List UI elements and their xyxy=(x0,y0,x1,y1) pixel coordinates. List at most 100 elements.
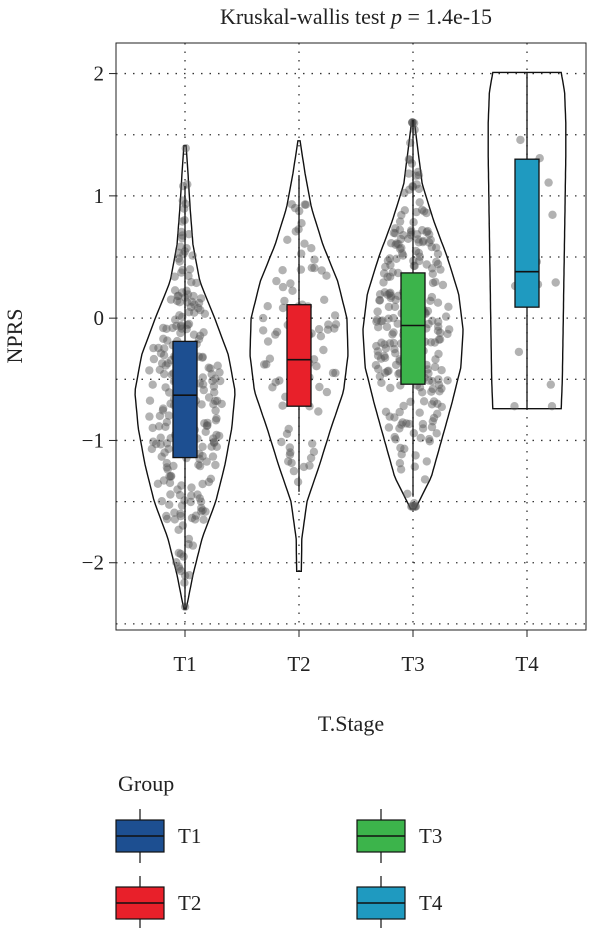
legend: Group T1 T2 T3 T4 xyxy=(115,771,443,928)
data-point xyxy=(330,311,340,320)
data-point xyxy=(424,369,433,378)
data-point xyxy=(312,362,321,371)
violin-T3 xyxy=(362,119,464,510)
data-point xyxy=(384,366,393,375)
data-point xyxy=(410,462,419,471)
data-point xyxy=(392,239,401,248)
data-point xyxy=(174,254,183,263)
data-point xyxy=(173,291,182,301)
data-point xyxy=(160,369,169,379)
data-point xyxy=(197,507,206,516)
data-point xyxy=(171,315,180,324)
data-point xyxy=(162,458,171,468)
data-point xyxy=(411,171,421,180)
data-point xyxy=(409,261,419,270)
data-point xyxy=(287,458,296,468)
data-point xyxy=(372,315,382,324)
title-suffix: = 1.4e-15 xyxy=(402,4,492,29)
data-point xyxy=(427,387,436,396)
data-point xyxy=(175,298,184,307)
data-point xyxy=(428,377,437,386)
data-point xyxy=(194,460,203,469)
data-point xyxy=(427,400,437,409)
data-point xyxy=(416,433,425,443)
data-point xyxy=(322,387,332,397)
data-point xyxy=(384,302,394,312)
data-point xyxy=(197,503,206,513)
data-point xyxy=(324,320,333,329)
violin-T4 xyxy=(487,71,567,410)
data-point xyxy=(184,534,194,544)
data-point xyxy=(163,359,172,368)
data-point xyxy=(202,421,212,431)
data-point xyxy=(170,515,179,524)
data-point xyxy=(428,278,438,288)
data-point xyxy=(428,269,437,278)
data-point xyxy=(373,347,382,356)
data-point xyxy=(188,251,197,260)
data-point xyxy=(387,291,396,301)
data-point xyxy=(428,384,437,394)
data-point xyxy=(186,302,196,312)
data-point xyxy=(300,200,309,209)
data-point xyxy=(170,508,179,517)
data-point xyxy=(393,319,402,328)
data-point xyxy=(175,490,185,500)
data-point xyxy=(160,448,169,457)
data-point xyxy=(404,234,413,243)
data-point xyxy=(386,260,395,270)
data-point xyxy=(419,236,428,246)
data-point xyxy=(391,224,400,233)
data-point xyxy=(159,476,169,485)
data-point xyxy=(309,447,319,456)
data-point xyxy=(402,419,411,428)
data-point xyxy=(161,422,170,431)
data-point xyxy=(286,448,295,457)
data-point xyxy=(216,376,225,386)
data-point xyxy=(395,407,404,417)
data-point xyxy=(382,322,392,332)
data-point xyxy=(196,294,206,303)
data-point xyxy=(418,419,428,429)
data-point xyxy=(414,248,423,258)
data-point xyxy=(211,460,220,470)
data-point xyxy=(271,330,280,339)
legend-label: T3 xyxy=(419,824,442,848)
data-point xyxy=(193,490,202,499)
data-point xyxy=(428,316,437,325)
box-T2 xyxy=(286,304,312,407)
data-point xyxy=(291,227,300,236)
y-tick-label: 1 xyxy=(94,184,105,208)
title-prefix: Kruskal-wallis test xyxy=(220,4,391,29)
data-point xyxy=(391,240,400,249)
data-point xyxy=(395,424,404,433)
data-point xyxy=(159,334,168,343)
data-point xyxy=(399,231,408,240)
data-point xyxy=(190,300,199,309)
data-point xyxy=(398,249,407,258)
data-point xyxy=(434,317,443,327)
data-point xyxy=(167,471,176,481)
data-point xyxy=(152,439,161,449)
data-point xyxy=(278,266,287,275)
data-point xyxy=(407,118,417,127)
data-point xyxy=(378,316,387,325)
data-point xyxy=(161,361,170,370)
x-axis: T1 T2 T3 T4 xyxy=(173,630,539,676)
data-point xyxy=(278,401,287,410)
data-point xyxy=(213,361,222,370)
data-point xyxy=(403,489,412,498)
data-point xyxy=(154,343,163,353)
data-point xyxy=(291,203,300,213)
data-point xyxy=(293,477,303,487)
x-axis-label: T.Stage xyxy=(318,711,384,736)
data-point xyxy=(174,562,183,571)
data-point xyxy=(207,370,216,379)
data-point xyxy=(162,511,171,521)
data-point xyxy=(176,509,185,518)
data-point xyxy=(158,406,168,415)
data-point xyxy=(199,385,208,395)
data-point xyxy=(443,329,452,339)
data-point xyxy=(385,339,395,348)
data-point xyxy=(160,344,169,353)
